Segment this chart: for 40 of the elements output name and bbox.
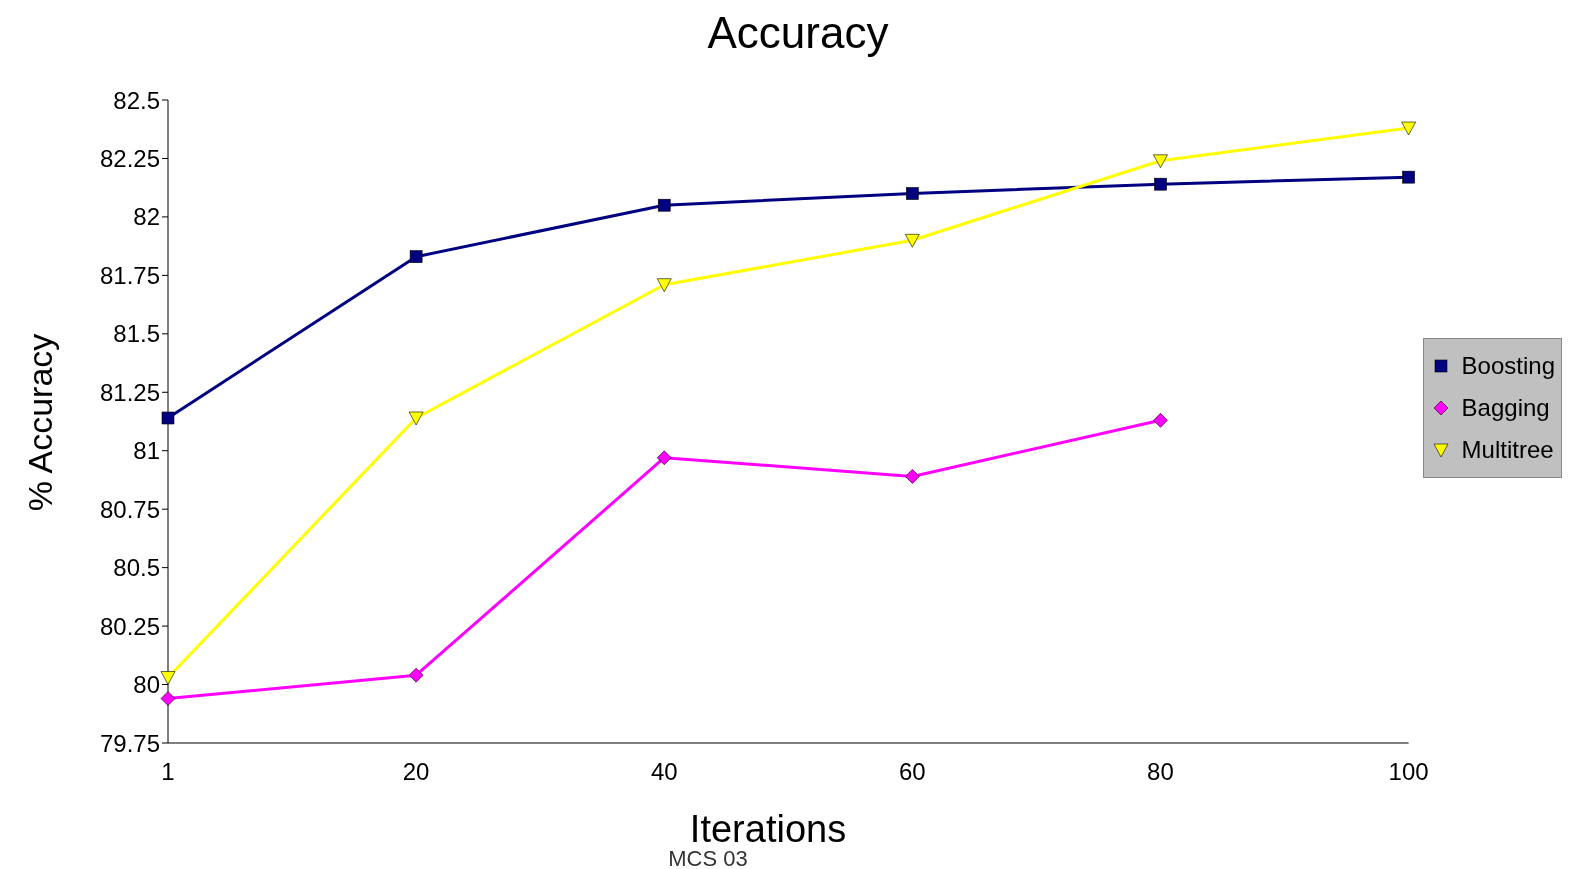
point xyxy=(906,187,919,200)
y-tick-label: 81.75 xyxy=(99,261,160,289)
x-tick-label: 40 xyxy=(650,758,678,786)
x-tick-label: 1 xyxy=(161,758,175,786)
point xyxy=(161,411,175,425)
y-axis-title: % Accuracy xyxy=(20,332,60,514)
y-tick-label: 80.25 xyxy=(99,612,160,640)
y-tick-label: 80.5 xyxy=(113,554,160,582)
point xyxy=(160,691,176,706)
point xyxy=(160,671,176,685)
legend-label: Boosting xyxy=(1461,352,1555,380)
legend-label: Bagging xyxy=(1461,394,1550,422)
point xyxy=(1401,121,1416,136)
point xyxy=(408,411,424,426)
point xyxy=(409,250,423,263)
point xyxy=(1402,170,1415,184)
point xyxy=(656,278,672,293)
point xyxy=(408,667,424,683)
point xyxy=(905,469,920,484)
point xyxy=(656,450,672,466)
point xyxy=(1154,177,1167,191)
legend-label: Multitree xyxy=(1461,436,1554,464)
y-tick-label: 81.5 xyxy=(113,320,160,348)
y-tick-label: 80 xyxy=(133,671,160,699)
y-tick-label: 82 xyxy=(133,203,160,231)
x-tick-label: 20 xyxy=(402,758,430,786)
point xyxy=(657,198,671,212)
x-tick-label: 100 xyxy=(1388,758,1429,786)
y-tick-label: 81 xyxy=(133,437,160,465)
y-tick-label: 82.5 xyxy=(113,86,160,114)
x-tick-label: 80 xyxy=(1147,758,1174,786)
y-tick-label: 80.75 xyxy=(99,495,160,523)
x-tick-label: 60 xyxy=(899,758,926,786)
y-tick-label: 82.25 xyxy=(99,144,160,172)
y-tick-label: 79.75 xyxy=(99,729,160,757)
point xyxy=(905,233,920,248)
y-tick-label: 81.25 xyxy=(99,378,160,406)
point xyxy=(1153,413,1168,428)
chart-title: Accuracy xyxy=(706,8,890,58)
point xyxy=(1153,154,1168,169)
